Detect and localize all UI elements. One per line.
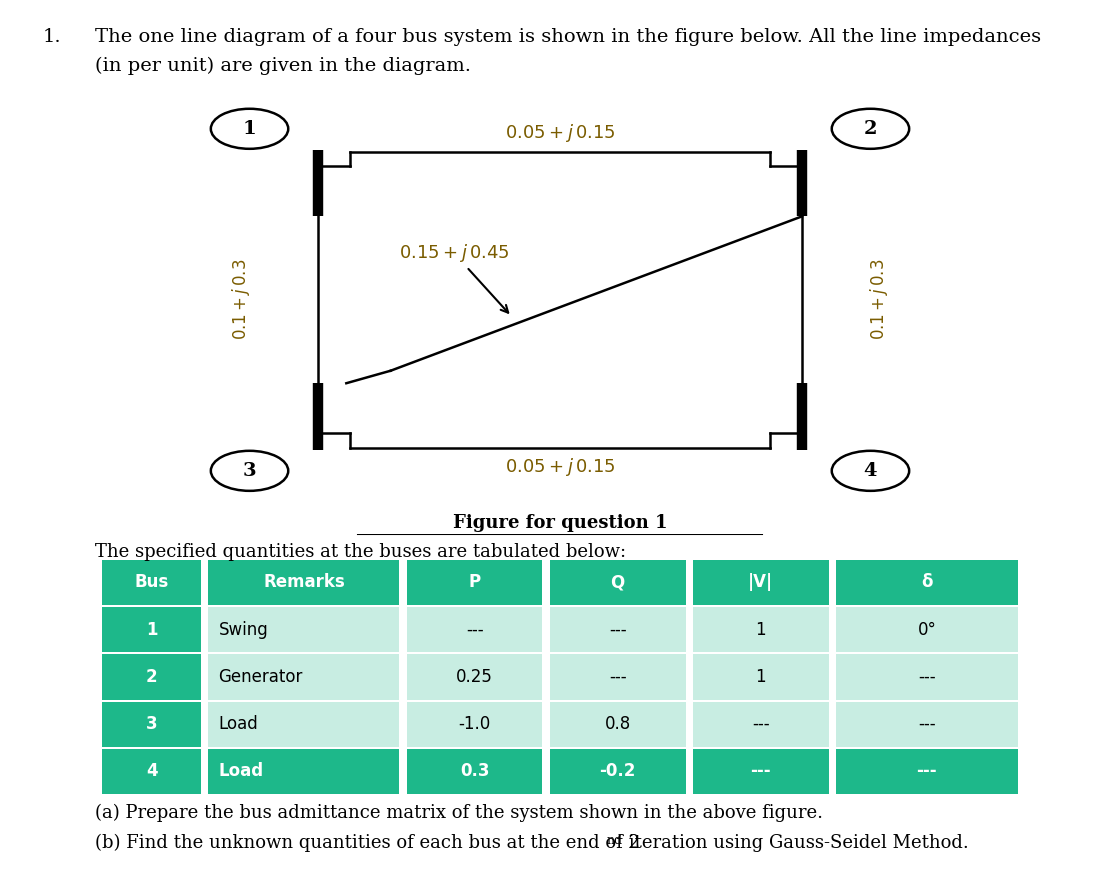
Bar — [407, 654, 542, 700]
Text: ---: --- — [609, 668, 626, 686]
Bar — [836, 701, 1018, 747]
Text: 3: 3 — [243, 461, 256, 480]
Text: 0.3: 0.3 — [460, 762, 489, 780]
Text: ---: --- — [916, 762, 937, 780]
Text: Load: Load — [218, 715, 259, 733]
Bar — [208, 607, 400, 653]
Text: 1: 1 — [146, 620, 158, 639]
Bar — [693, 607, 829, 653]
Bar — [102, 607, 200, 653]
Bar — [102, 749, 200, 794]
Text: 1: 1 — [243, 120, 256, 138]
Text: δ: δ — [921, 574, 933, 592]
Text: -1.0: -1.0 — [458, 715, 491, 733]
Text: |V|: |V| — [748, 574, 773, 592]
Text: $0.1 + j\,0.3$: $0.1 + j\,0.3$ — [868, 259, 889, 341]
Text: 0°: 0° — [917, 620, 936, 639]
Bar — [550, 607, 685, 653]
Bar — [550, 560, 685, 605]
Text: 1.: 1. — [43, 28, 62, 46]
Bar — [693, 749, 829, 794]
Bar — [407, 607, 542, 653]
Text: Swing: Swing — [218, 620, 269, 639]
Bar — [693, 560, 829, 605]
Text: 2: 2 — [864, 120, 877, 138]
Bar — [102, 560, 200, 605]
Text: 1: 1 — [755, 620, 766, 639]
Text: $0.05 + j\,0.15$: $0.05 + j\,0.15$ — [505, 122, 615, 144]
Text: ---: --- — [466, 620, 484, 639]
Bar — [693, 701, 829, 747]
Bar — [407, 560, 542, 605]
Bar — [836, 560, 1018, 605]
Text: ---: --- — [918, 715, 935, 733]
Text: $0.1 + j\,0.3$: $0.1 + j\,0.3$ — [231, 259, 252, 341]
Text: The one line diagram of a four bus system is shown in the figure below. All the : The one line diagram of a four bus syste… — [95, 28, 1042, 46]
Bar — [693, 654, 829, 700]
Bar — [407, 701, 542, 747]
Bar — [102, 654, 200, 700]
Bar — [550, 701, 685, 747]
Text: ---: --- — [752, 715, 769, 733]
Text: nd: nd — [607, 834, 623, 847]
Bar — [208, 654, 400, 700]
Text: ---: --- — [918, 668, 935, 686]
Text: Remarks: Remarks — [263, 574, 345, 592]
Text: 1: 1 — [755, 668, 766, 686]
Bar — [102, 701, 200, 747]
Text: (b) Find the unknown quantities of each bus at the end of 2: (b) Find the unknown quantities of each … — [95, 834, 640, 852]
Bar — [407, 749, 542, 794]
Text: The specified quantities at the buses are tabulated below:: The specified quantities at the buses ar… — [95, 543, 626, 561]
Text: ---: --- — [750, 762, 771, 780]
Text: Load: Load — [218, 762, 263, 780]
Text: $0.15 + j\,0.45$: $0.15 + j\,0.45$ — [399, 242, 510, 313]
Text: 4: 4 — [146, 762, 158, 780]
Text: 4: 4 — [864, 461, 877, 480]
Text: Figure for question 1: Figure for question 1 — [452, 514, 668, 533]
Text: 2: 2 — [146, 668, 158, 686]
Text: P: P — [468, 574, 480, 592]
Text: (in per unit) are given in the diagram.: (in per unit) are given in the diagram. — [95, 56, 472, 75]
Text: Bus: Bus — [134, 574, 169, 592]
Bar — [836, 749, 1018, 794]
Bar — [208, 749, 400, 794]
Bar — [208, 560, 400, 605]
Text: iteration using Gauss-Seidel Method.: iteration using Gauss-Seidel Method. — [623, 834, 969, 852]
Text: ---: --- — [609, 620, 626, 639]
Bar — [836, 607, 1018, 653]
Text: $0.05 + j\,0.15$: $0.05 + j\,0.15$ — [505, 455, 615, 478]
Text: Generator: Generator — [218, 668, 302, 686]
Text: 0.25: 0.25 — [456, 668, 493, 686]
Text: 0.8: 0.8 — [605, 715, 631, 733]
Text: Q: Q — [610, 574, 625, 592]
Text: -0.2: -0.2 — [599, 762, 636, 780]
Bar — [208, 701, 400, 747]
Text: 3: 3 — [146, 715, 158, 733]
Bar — [550, 654, 685, 700]
Text: (a) Prepare the bus admittance matrix of the system shown in the above figure.: (a) Prepare the bus admittance matrix of… — [95, 804, 823, 822]
Bar — [836, 654, 1018, 700]
Bar — [550, 749, 685, 794]
